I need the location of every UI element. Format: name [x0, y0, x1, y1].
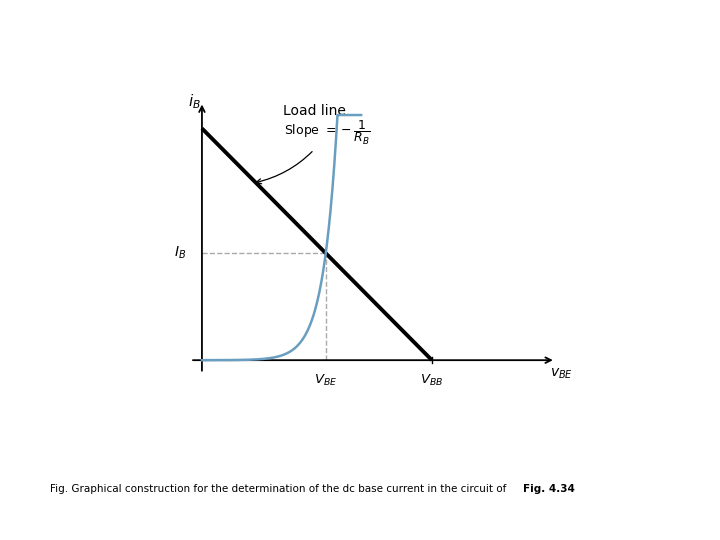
Text: Fig. 4.34: Fig. 4.34 — [523, 484, 575, 494]
Text: Slope $= -\dfrac{1}{R_B}$: Slope $= -\dfrac{1}{R_B}$ — [256, 119, 371, 184]
Text: Load line: Load line — [282, 104, 346, 118]
Text: $v_{BE}$: $v_{BE}$ — [550, 366, 573, 381]
Text: $I_B$: $I_B$ — [174, 245, 186, 261]
Text: $V_{BE}$: $V_{BE}$ — [314, 373, 338, 388]
Text: $i_B$: $i_B$ — [188, 92, 201, 111]
Text: Fig. Graphical construction for the determination of the dc base current in the : Fig. Graphical construction for the dete… — [50, 484, 507, 494]
Text: .: . — [562, 484, 566, 494]
Text: $V_{BB}$: $V_{BB}$ — [420, 373, 444, 388]
